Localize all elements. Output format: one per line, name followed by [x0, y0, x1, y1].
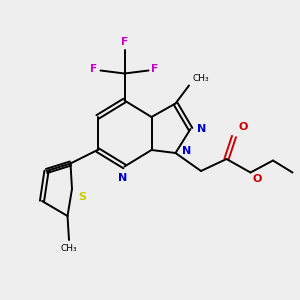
- Text: O: O: [238, 122, 248, 132]
- Text: N: N: [118, 173, 127, 183]
- Text: CH₃: CH₃: [61, 244, 77, 253]
- Text: F: F: [121, 37, 128, 46]
- Text: N: N: [182, 146, 191, 157]
- Text: O: O: [253, 174, 262, 184]
- Text: N: N: [197, 124, 206, 134]
- Text: F: F: [90, 64, 98, 74]
- Text: S: S: [79, 192, 87, 202]
- Text: F: F: [152, 64, 159, 74]
- Text: CH₃: CH₃: [193, 74, 209, 83]
